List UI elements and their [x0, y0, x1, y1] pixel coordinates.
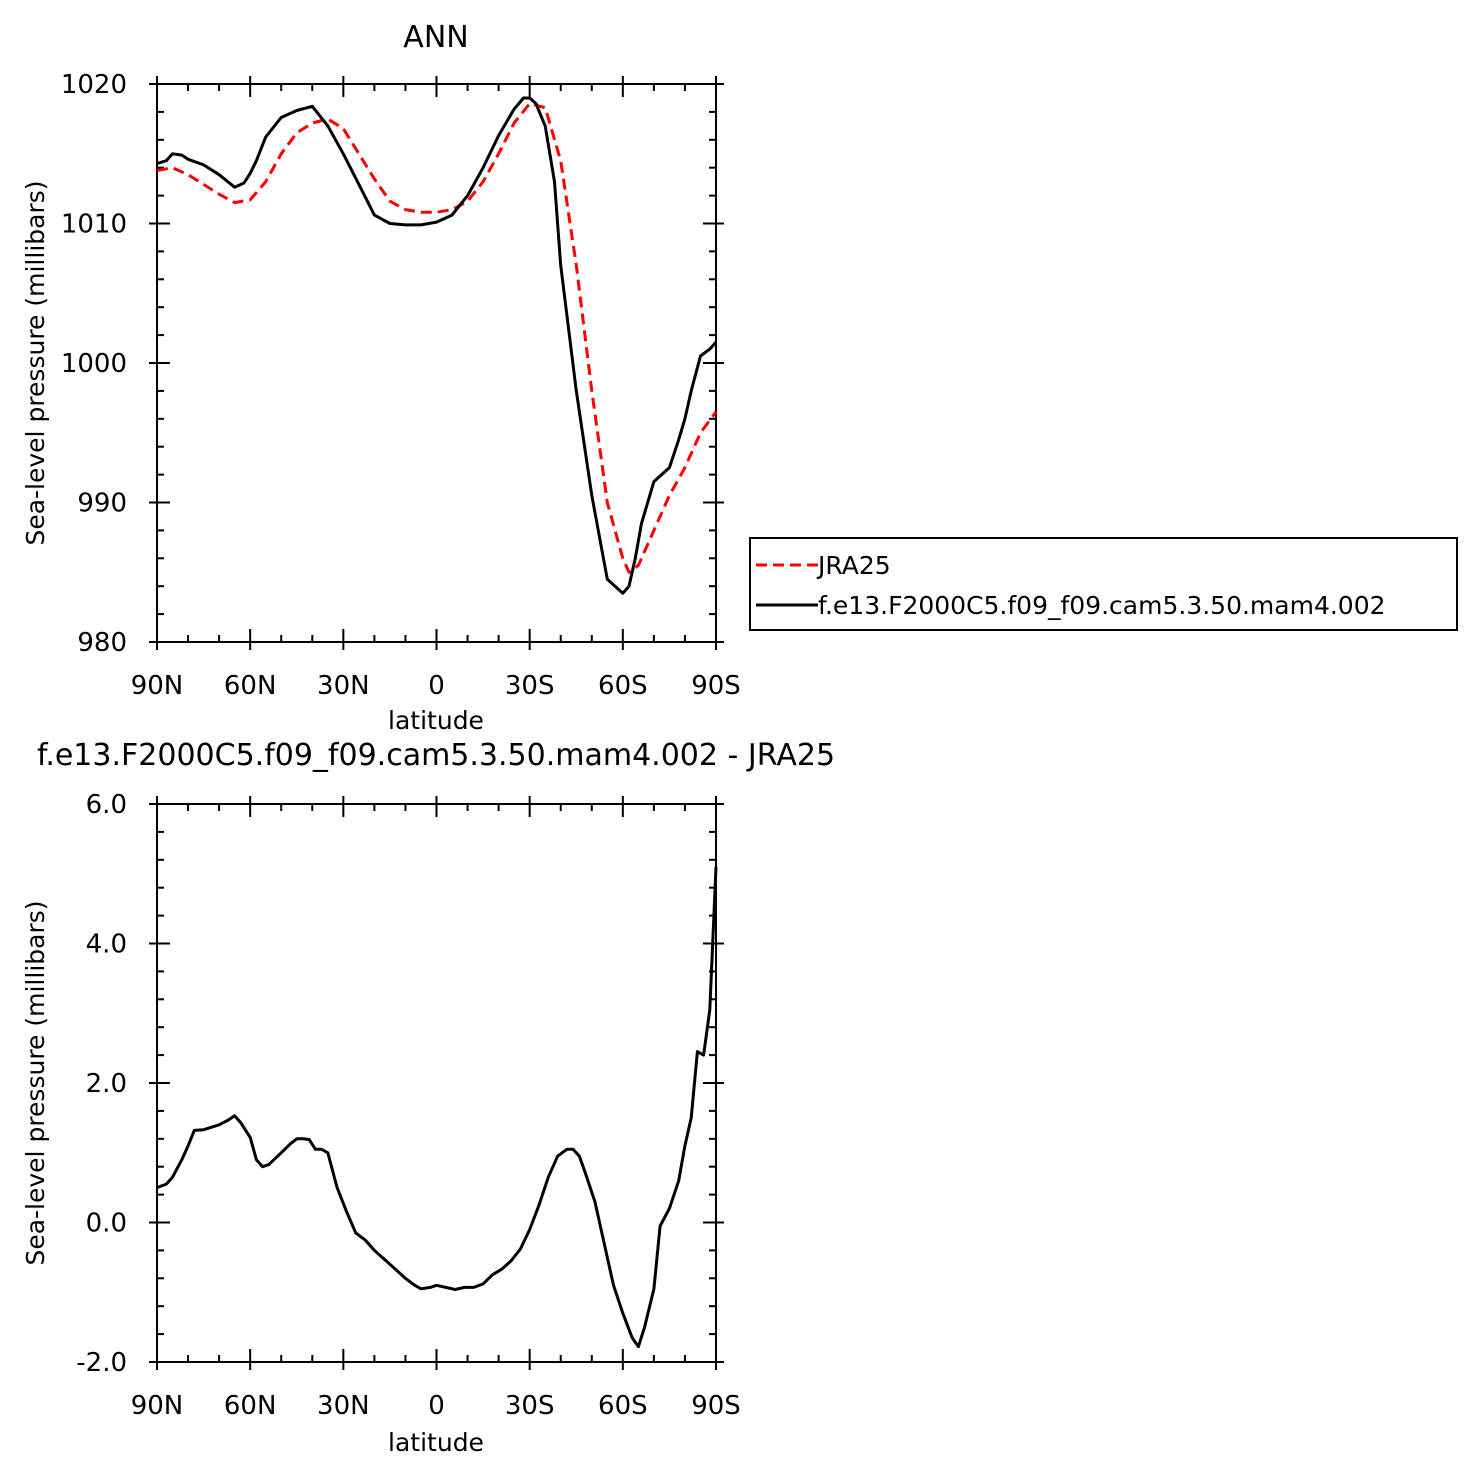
bottom-chart-ylabel: Sea-level pressure (millibars) [21, 900, 50, 1265]
bottom-line-chart: f.e13.F2000C5.f09_f09.cam5.3.50.mam4.002… [21, 738, 835, 1457]
x-tick-label: 90N [131, 1391, 184, 1421]
x-tick-label: 30S [505, 671, 555, 701]
top-line-chart: ANN Sea-level pressure (millibars) latit… [21, 20, 741, 735]
legend: JRA25 f.e13.F2000C5.f09_f09.cam5.3.50.ma… [749, 537, 1458, 631]
top-chart-title: ANN [403, 20, 468, 55]
x-tick-label: 60S [598, 1391, 648, 1421]
series-line-jra25 [156, 102, 718, 574]
y-tick-label: 2.0 [86, 1069, 127, 1099]
legend-label-jra25: JRA25 [816, 551, 891, 580]
series-line-f-e13-f2000c5-f09-f09-cam5-3-50-mam4-002 [156, 96, 718, 595]
top-chart-y-tick-labels: 980 990 1000 1010 1020 [61, 70, 127, 658]
top-chart-axes [149, 76, 724, 650]
bottom-chart-axes [149, 796, 724, 1370]
y-tick-label: -2.0 [76, 1348, 127, 1378]
bottom-chart-title: f.e13.F2000C5.f09_f09.cam5.3.50.mam4.002… [37, 738, 835, 773]
bottom-chart-series [156, 866, 718, 1349]
plot-frame [156, 83, 717, 643]
x-tick-label: 30N [317, 1391, 370, 1421]
x-tick-label: 90S [691, 671, 741, 701]
y-tick-label: 0.0 [86, 1209, 127, 1239]
x-tick-label: 0 [428, 671, 445, 701]
x-tick-label: 30S [505, 1391, 555, 1421]
legend-box [749, 537, 1458, 631]
top-chart-xlabel: latitude [388, 706, 484, 735]
y-tick-label: 6.0 [86, 790, 127, 820]
bottom-chart-xlabel: latitude [388, 1428, 484, 1457]
x-tick-label: 60N [224, 671, 277, 701]
x-tick-label: 0 [428, 1391, 445, 1421]
y-tick-label: 990 [77, 489, 127, 519]
y-tick-label: 1000 [61, 349, 127, 379]
top-chart-series [156, 96, 718, 595]
legend-label-model: f.e13.F2000C5.f09_f09.cam5.3.50.mam4.002 [818, 591, 1386, 620]
x-tick-label: 90N [131, 671, 184, 701]
x-tick-label: 60S [598, 671, 648, 701]
bottom-chart-y-tick-labels: -2.0 0.0 2.0 4.0 6.0 [76, 790, 127, 1378]
top-chart-x-tick-labels: 90N 60N 30N 0 30S 60S 90S [131, 671, 741, 701]
y-tick-label: 1020 [61, 70, 127, 100]
y-tick-label: 4.0 [86, 930, 127, 960]
series-line-difference [156, 866, 718, 1349]
top-chart-ylabel: Sea-level pressure (millibars) [21, 180, 50, 545]
x-tick-label: 90S [691, 1391, 741, 1421]
y-tick-label: 980 [77, 628, 127, 658]
bottom-chart-x-tick-labels: 90N 60N 30N 0 30S 60S 90S [131, 1391, 741, 1421]
x-tick-label: 60N [224, 1391, 277, 1421]
plot-frame [156, 803, 717, 1363]
y-tick-label: 1010 [61, 210, 127, 240]
x-tick-label: 30N [317, 671, 370, 701]
